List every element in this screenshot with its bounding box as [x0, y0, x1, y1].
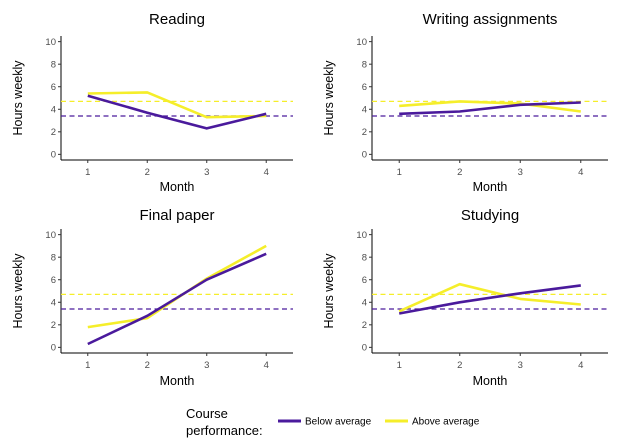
- x-tick-label-writing-assignments-1: 1: [397, 167, 402, 178]
- y-tick-label-reading-10: 10: [45, 37, 56, 48]
- y-tick-label-final-paper-8: 8: [51, 252, 56, 263]
- x-axis-title-studying: Month: [473, 374, 508, 388]
- y-tick-label-reading-2: 2: [51, 127, 56, 138]
- series-line-reading-below-average: [87, 94, 267, 130]
- y-tick-label-writing-assignments-4: 4: [362, 105, 367, 116]
- x-tick-label-writing-assignments-4: 4: [578, 167, 583, 178]
- y-tick-label-writing-assignments-10: 10: [356, 37, 367, 48]
- y-axis-title-final-paper: Hours weekly: [11, 253, 25, 329]
- x-tick-label-final-paper-1: 1: [85, 360, 90, 371]
- x-tick-label-writing-assignments-2: 2: [457, 167, 462, 178]
- x-axis-title-writing-assignments: Month: [473, 180, 508, 194]
- y-tick-label-writing-assignments-2: 2: [362, 127, 367, 138]
- y-tick-label-final-paper-0: 0: [51, 343, 56, 354]
- legend-label-above-average: Above average: [412, 417, 480, 428]
- x-tick-label-final-paper-3: 3: [204, 360, 209, 371]
- panel-title-final-paper: Final paper: [139, 207, 214, 224]
- x-tick-label-studying-2: 2: [457, 360, 462, 371]
- x-tick-label-reading-4: 4: [264, 167, 269, 178]
- panel-title-reading: Reading: [149, 11, 205, 28]
- x-tick-label-final-paper-4: 4: [264, 360, 269, 371]
- y-tick-label-reading-8: 8: [51, 59, 56, 70]
- legend: Course performance: Below average Above …: [186, 406, 480, 438]
- y-axis-title-reading: Hours weekly: [11, 60, 25, 136]
- y-tick-label-reading-4: 4: [51, 105, 56, 116]
- series-line-studying-above-average: [398, 282, 581, 313]
- legend-title-line2: performance:: [186, 423, 263, 438]
- y-tick-label-studying-4: 4: [362, 298, 367, 309]
- x-tick-label-reading-1: 1: [85, 167, 90, 178]
- series-line-final-paper-below-average: [87, 252, 267, 346]
- x-axis-title-final-paper: Month: [160, 374, 195, 388]
- series-line-reading-above-average: [87, 91, 267, 119]
- panel-title-studying: Studying: [461, 207, 519, 224]
- x-tick-label-reading-2: 2: [145, 167, 150, 178]
- y-axis-title-studying: Hours weekly: [322, 253, 336, 329]
- x-tick-label-reading-3: 3: [204, 167, 209, 178]
- y-tick-label-reading-6: 6: [51, 82, 56, 93]
- y-tick-label-final-paper-6: 6: [51, 275, 56, 286]
- y-tick-label-writing-assignments-8: 8: [362, 59, 367, 70]
- series-line-writing-assignments-below-average: [399, 101, 581, 116]
- y-tick-label-reading-0: 0: [51, 150, 56, 161]
- series-line-studying-below-average: [398, 284, 581, 315]
- y-tick-label-studying-2: 2: [362, 320, 367, 331]
- series-line-writing-assignments-above-average: [399, 100, 581, 113]
- y-tick-label-studying-10: 10: [356, 230, 367, 241]
- y-tick-label-studying-0: 0: [362, 343, 367, 354]
- panel-title-writing-assignments: Writing assignments: [423, 11, 558, 28]
- x-tick-label-final-paper-2: 2: [145, 360, 150, 371]
- y-tick-label-final-paper-2: 2: [51, 320, 56, 331]
- y-tick-label-final-paper-4: 4: [51, 298, 56, 309]
- y-tick-label-studying-8: 8: [362, 252, 367, 263]
- x-tick-label-writing-assignments-3: 3: [518, 167, 523, 178]
- legend-label-below-average: Below average: [305, 417, 372, 428]
- x-tick-label-studying-3: 3: [518, 360, 523, 371]
- y-tick-label-final-paper-10: 10: [45, 230, 56, 241]
- y-tick-label-studying-6: 6: [362, 275, 367, 286]
- x-tick-label-studying-4: 4: [578, 360, 583, 371]
- series-line-final-paper-above-average: [87, 244, 267, 329]
- y-axis-title-writing-assignments: Hours weekly: [322, 60, 336, 136]
- legend-title-line1: Course: [186, 406, 228, 421]
- x-tick-label-studying-1: 1: [397, 360, 402, 371]
- y-tick-label-writing-assignments-6: 6: [362, 82, 367, 93]
- x-axis-title-reading: Month: [160, 180, 195, 194]
- y-tick-label-writing-assignments-0: 0: [362, 150, 367, 161]
